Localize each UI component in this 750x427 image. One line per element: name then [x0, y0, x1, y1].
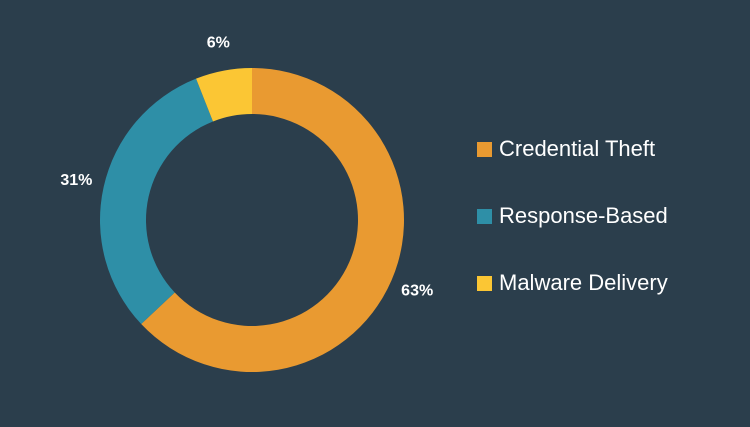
legend-label: Malware Delivery: [499, 270, 668, 295]
legend-swatch: [477, 276, 492, 291]
slice-label: 31%: [60, 172, 92, 189]
legend-swatch: [477, 209, 492, 224]
donut-slice: [196, 68, 252, 122]
slice-label: 6%: [207, 34, 230, 51]
legend-label: Response-Based: [499, 203, 668, 228]
slice-label: 63%: [401, 283, 433, 300]
donut-slice: [100, 78, 213, 325]
legend-label: Credential Theft: [499, 136, 655, 161]
legend-swatch: [477, 142, 492, 157]
donut-slice: [141, 68, 404, 372]
